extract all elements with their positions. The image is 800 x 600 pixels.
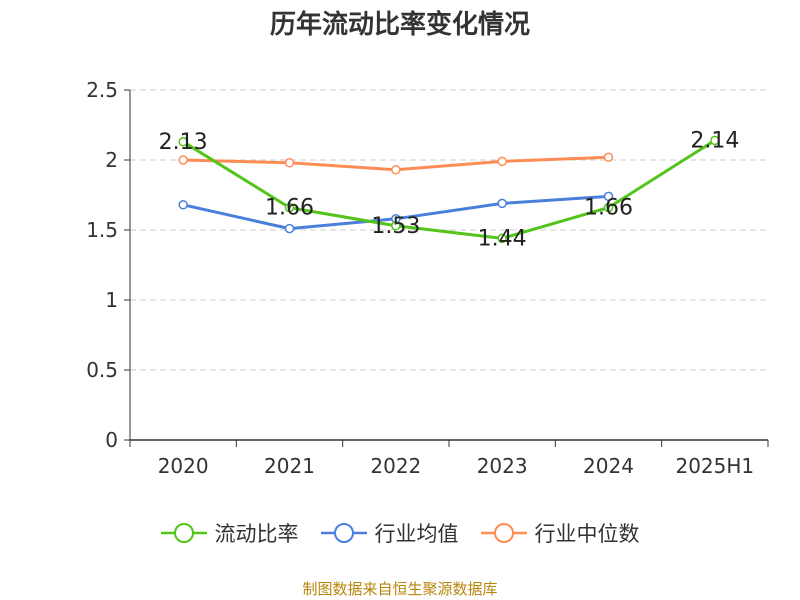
y-tick-label: 0 [105, 428, 118, 452]
legend-label: 流动比率 [214, 522, 299, 546]
y-tick-label: 2.5 [86, 78, 118, 102]
x-tick-label: 2020 [158, 454, 209, 478]
data-point [284, 202, 295, 213]
y-tick-label: 1 [105, 288, 118, 312]
data-point [497, 198, 507, 209]
series-line [182, 139, 716, 240]
x-tick-label: 2025H1 [675, 454, 754, 478]
data-point [391, 221, 401, 231]
legend-marker-icon [320, 523, 367, 543]
axes: 0 0.5 1 1.5 2 2.5 2020 2021 2022 2023 2024 2025H1 [86, 78, 769, 478]
data-point [603, 152, 614, 162]
legend: 流动比率 行业均值 行业中位数 [0, 518, 800, 548]
legend-marker-icon [160, 523, 207, 543]
data-point [710, 135, 720, 146]
data-point [603, 202, 614, 213]
legend-label: 行业均值 [374, 522, 459, 546]
data-point [391, 165, 401, 175]
legend-item-industry-median[interactable]: 行业中位数 [480, 518, 640, 548]
x-tick-label: 2024 [583, 454, 634, 478]
legend-marker-icon [480, 523, 527, 543]
chart-title: 历年流动比率变化情况 [269, 10, 530, 40]
data-point [284, 158, 295, 168]
y-tick-label: 0.5 [86, 358, 118, 382]
legend-item-industry-mean[interactable]: 行业均值 [320, 518, 459, 548]
data-point [178, 155, 188, 165]
data-label: 1.44 [478, 226, 527, 251]
data-label: 1.53 [371, 214, 420, 239]
legend-item-current-ratio[interactable]: 流动比率 [160, 518, 299, 548]
data-labels: 2.13 1.66 1.53 1.44 1.66 2.14 [159, 128, 740, 251]
data-point [497, 233, 507, 244]
data-label: 2.13 [159, 130, 208, 155]
x-tick-label: 2021 [264, 454, 315, 478]
y-tick-label: 1.5 [86, 218, 118, 242]
x-tick-label: 2022 [370, 454, 421, 478]
y-tick-label: 2 [105, 148, 118, 172]
source-footnote: 制图数据来自恒生聚源数据库 [302, 580, 498, 598]
data-label: 1.66 [265, 196, 314, 221]
data-label: 2.14 [690, 128, 739, 153]
data-label: 1.66 [584, 196, 633, 221]
data-point [178, 137, 188, 147]
grid-lines [130, 89, 768, 371]
series-lines [178, 135, 720, 244]
x-tick-label: 2023 [477, 454, 528, 478]
data-point [178, 200, 188, 210]
legend-label: 行业中位数 [534, 522, 640, 546]
data-point [603, 191, 614, 202]
data-point [497, 156, 507, 167]
data-point [284, 223, 295, 234]
